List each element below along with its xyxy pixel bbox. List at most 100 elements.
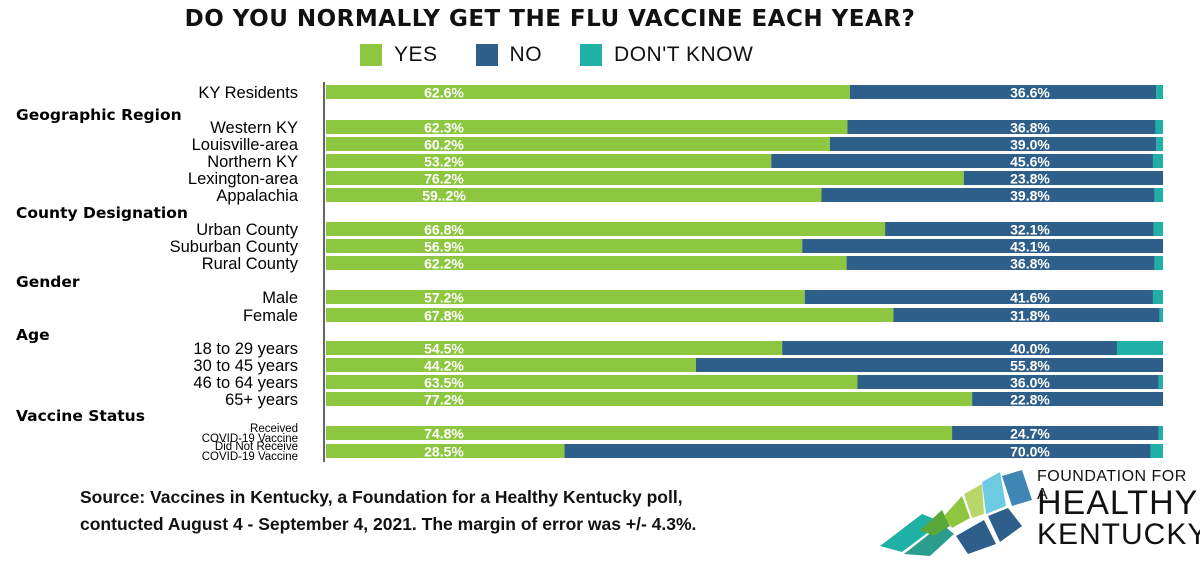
logo-line-1: FOUNDATION FOR A: [1037, 468, 1187, 503]
category-label: 30 to 45 years: [193, 357, 298, 375]
category-label: Louisville-area: [192, 136, 299, 154]
data-label-no: 43.1%: [1010, 239, 1050, 255]
data-label-no: 45.6%: [1010, 154, 1050, 170]
data-label-no: 55.8%: [1010, 358, 1050, 374]
bar-dont-know: [1150, 444, 1163, 458]
data-label-yes: 62.2%: [424, 256, 464, 272]
category-label: Urban County: [196, 221, 299, 239]
bar-no: [695, 358, 1163, 372]
data-label-no: 39.8%: [1010, 188, 1050, 204]
bar-yes: [326, 392, 973, 406]
category-label: Rural County: [202, 255, 299, 273]
bar-yes: [326, 188, 822, 202]
group-heading: Vaccine Status: [16, 407, 145, 425]
data-label-no: 32.1%: [1010, 222, 1050, 238]
data-label-yes: 74.8%: [424, 426, 464, 442]
bar-no: [847, 120, 1156, 134]
bar-no: [771, 154, 1153, 168]
bar-dont-know: [1155, 120, 1163, 134]
category-label: Male: [262, 289, 298, 307]
group-heading: Geographic Region: [16, 106, 182, 124]
category-label: Received: [250, 423, 298, 435]
legend-item-no: NO: [475, 43, 543, 67]
bar-dont-know: [1158, 375, 1163, 389]
category-label: Northern KY: [207, 153, 298, 171]
data-label-no: 36.8%: [1010, 256, 1050, 272]
bar-yes: [326, 290, 805, 304]
data-label-yes: 56.9%: [424, 239, 464, 255]
bar-dont-know: [1116, 341, 1163, 355]
bar-dont-know: [1158, 426, 1163, 440]
data-label-yes: 53.2%: [424, 154, 464, 170]
category-label: Western KY: [210, 119, 298, 137]
bar-no: [952, 426, 1159, 440]
bar-yes: [326, 239, 803, 253]
bar-dont-know: [1154, 256, 1163, 270]
data-label-no: 36.6%: [1010, 85, 1050, 101]
bar-no: [804, 290, 1153, 304]
data-label-yes: 60.2%: [424, 137, 464, 153]
data-label-yes: 62.6%: [424, 85, 464, 101]
data-label-yes: 76.2%: [424, 171, 464, 187]
bar-yes: [326, 308, 894, 322]
data-label-yes: 59..2%: [422, 188, 466, 204]
data-label-no: 36.8%: [1010, 120, 1050, 136]
bar-dont-know: [1156, 85, 1163, 99]
legend-swatch-yes: [360, 44, 382, 66]
data-label-no: 36.0%: [1010, 375, 1050, 391]
legend-label-dont-know: DON'T KNOW: [614, 43, 754, 66]
bar-dont-know: [1152, 290, 1163, 304]
data-label-yes: 67.8%: [424, 308, 464, 324]
bar-no: [963, 171, 1163, 185]
bar-yes: [326, 341, 783, 355]
data-label-yes: 62.3%: [424, 120, 464, 136]
foundation-logo: FOUNDATION FOR A HEALTHY KENTUCKY: [872, 466, 1200, 556]
bar-no: [564, 444, 1151, 458]
group-heading: County Designation: [16, 204, 188, 222]
legend-item-yes: YES: [360, 43, 438, 67]
data-label-yes: 57.2%: [424, 290, 464, 306]
category-label: Female: [243, 307, 298, 325]
data-label-no: 23.8%: [1010, 171, 1050, 187]
category-label: 18 to 29 years: [193, 340, 298, 358]
logo-line-2: HEALTHY: [1037, 484, 1199, 522]
bar-no: [829, 137, 1157, 151]
category-label: Lexington-area: [188, 170, 299, 188]
legend-swatch-no: [475, 44, 498, 66]
chart-title: DO YOU NORMALLY GET THE FLU VACCINE EACH…: [184, 6, 916, 32]
category-label: COVID-19 Vaccine: [202, 451, 298, 463]
stacked-bar-chart: KY Residents 62.6% 36.6% Geographic Region W…: [16, 82, 1163, 463]
bar-dont-know: [1154, 188, 1163, 202]
source-note: Source: Vaccines in Kentucky, a Foundati…: [80, 484, 696, 538]
bar-yes: [326, 358, 696, 372]
bar-yes: [326, 256, 847, 270]
data-label-no: 31.8%: [1010, 308, 1050, 324]
bar-yes: [326, 85, 850, 99]
data-label-yes: 44.2%: [424, 358, 464, 374]
legend-label-yes: YES: [394, 43, 438, 66]
bar-yes: [326, 444, 565, 458]
bar-yes: [326, 120, 848, 134]
bar-yes: [326, 154, 772, 168]
category-label: Did Not Receive: [215, 441, 298, 453]
category-label: Appalachia: [216, 187, 298, 205]
bar-yes: [326, 222, 886, 236]
legend-swatch-dont-know: [580, 44, 603, 66]
bar-dont-know: [1152, 154, 1163, 168]
category-label: COVID-19 Vaccine: [202, 433, 298, 445]
bar-no: [802, 239, 1163, 253]
data-label-yes: 66.8%: [424, 222, 464, 238]
data-label-yes: 77.2%: [424, 392, 464, 408]
bar-yes: [326, 375, 858, 389]
logo-line-3: KENTUCKY: [1037, 518, 1200, 551]
data-label-no: 22.8%: [1010, 392, 1050, 408]
bar-no: [849, 85, 1157, 99]
data-label-yes: 28.5%: [424, 444, 464, 460]
bar-no: [972, 392, 1163, 406]
data-label-yes: 54.5%: [424, 341, 464, 357]
data-label-no: 41.6%: [1010, 290, 1050, 306]
bar-yes: [326, 137, 830, 151]
data-label-no: 39.0%: [1010, 137, 1050, 153]
bar-no: [782, 341, 1117, 355]
bar-yes: [326, 426, 953, 440]
